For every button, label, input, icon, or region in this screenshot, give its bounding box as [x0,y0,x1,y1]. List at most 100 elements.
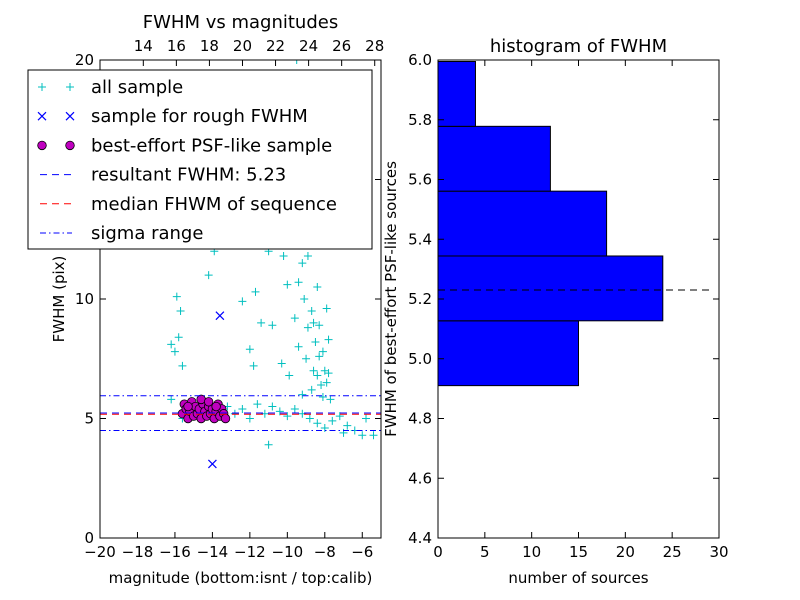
scatter-point-all-sample [264,440,273,449]
legend-entry-label: sigma range [91,223,203,244]
scatter-point-all-sample [313,371,322,380]
legend-box [27,69,373,250]
histogram-bar [437,190,608,257]
histogram-y-tick-label: 5.4 [408,230,432,248]
histogram-bar [437,255,664,322]
scatter-point-psf-sample [220,413,231,424]
scatter-x-axis-label: magnitude (bottom:isnt / top:calib) [109,569,373,587]
legend-marker-right [65,140,75,151]
scatter-point-all-sample [290,404,299,413]
scatter-point-all-sample [317,381,326,390]
histogram-x-axis-label: number of sources [508,569,648,587]
scatter-y-tick-label: 5 [84,410,94,428]
legend-entry-label: sample for rough FWHM [91,106,308,127]
scatter-point-all-sample [298,390,307,399]
scatter-point-all-sample [251,287,260,296]
legend-marker-left [38,83,46,91]
scatter-top-tick-label: 26 [332,37,351,55]
scatter-top-tick-label: 14 [134,37,153,55]
scatter-point-all-sample [204,271,213,280]
scatter-point-all-sample [318,392,327,401]
scatter-point-all-sample [324,369,333,378]
scatter-point-all-sample [285,371,294,380]
scatter-point-all-sample [313,283,322,292]
scatter-point-all-sample [303,323,312,332]
scatter-point-all-sample [167,340,176,349]
scatter-point-all-sample [362,414,371,423]
scatter-point-all-sample [324,335,333,344]
scatter-top-tick-label: 18 [200,37,219,55]
scatter-point-all-sample [268,321,277,330]
scatter-point-all-sample [320,424,329,433]
scatter-point-psf-sample [211,401,221,412]
scatter-x-tick-label: −12 [234,543,266,561]
histogram-x-tick-label: 20 [616,543,635,561]
legend-entry-label: all sample [91,77,183,98]
scatter-x-tick-label: −16 [159,543,191,561]
scatter-point-all-sample [178,361,187,370]
scatter-point-all-sample [294,342,303,351]
histogram-y-tick-label: 6.0 [408,51,432,69]
scatter-point-all-sample [249,361,258,370]
scatter-point-all-sample [292,60,301,64]
scatter-point-rough-sample [207,459,217,469]
scatter-point-all-sample [313,419,322,428]
histogram-y-axis-label: FWHM of best-effort PSF-like sources [382,161,400,437]
scatter-point-all-sample [322,378,331,387]
scatter-point-all-sample [245,345,254,354]
scatter-point-all-sample [283,280,292,289]
scatter-point-rough-sample [215,311,225,321]
histogram-y-tick-label: 5.2 [408,290,432,308]
scatter-point-all-sample [303,251,312,260]
scatter-point-all-sample [305,414,314,423]
scatter-point-all-sample [283,412,292,421]
scatter-point-all-sample [290,314,299,323]
scatter-plot-area [100,60,381,469]
scatter-point-all-sample [315,321,324,330]
scatter-top-tick-label: 28 [365,37,384,55]
scatter-point-all-sample [315,352,324,361]
legend-marker-right [66,83,74,91]
scatter-point-all-sample [167,395,176,404]
histogram-bar [437,60,476,127]
scatter-point-all-sample [176,306,185,315]
scatter-point-all-sample [311,338,320,347]
histogram-x-tick-label: 25 [663,543,682,561]
scatter-point-all-sample [253,400,262,409]
scatter-point-all-sample [300,295,309,303]
scatter-point-all-sample [328,416,337,425]
histogram-x-tick-label: 15 [569,543,588,561]
scatter-point-all-sample [302,354,311,363]
scatter-point-all-sample [307,306,316,315]
scatter-point-all-sample [275,407,284,416]
scatter-point-all-sample [322,304,331,313]
scatter-x-tick-label: −14 [197,543,229,561]
scatter-point-all-sample [369,431,378,440]
histogram-x-tick-label: 10 [522,543,541,561]
histogram-y-tick-label: 5.8 [408,111,432,129]
histogram-y-tick-label: 5.0 [408,350,432,368]
scatter-point-all-sample [294,278,303,287]
scatter-point-all-sample [307,385,316,394]
scatter-x-tick-label: −20 [84,543,116,561]
scatter-point-all-sample [172,292,181,301]
scatter-x-tick-label: −8 [314,543,336,561]
scatter-point-all-sample [268,402,277,411]
scatter-point-all-sample [174,333,183,342]
scatter-point-all-sample [238,404,247,413]
histogram-x-tick-label: 0 [433,543,443,561]
scatter-point-all-sample [257,318,266,327]
scatter-y-tick-label: 0 [84,529,94,547]
legend-entry-label: best-effort PSF-like sample [91,135,332,156]
histogram-x-tick-label: 30 [709,543,728,561]
histogram-bar [437,320,579,387]
scatter-top-tick-label: 24 [299,37,318,55]
scatter-point-all-sample [358,431,367,440]
scatter-point-all-sample [326,395,335,404]
legend-marker-left [37,111,47,121]
scatter-y-tick-label: 20 [75,51,94,69]
histogram-bar [437,125,551,192]
histogram-title: histogram of FWHM [490,36,667,57]
